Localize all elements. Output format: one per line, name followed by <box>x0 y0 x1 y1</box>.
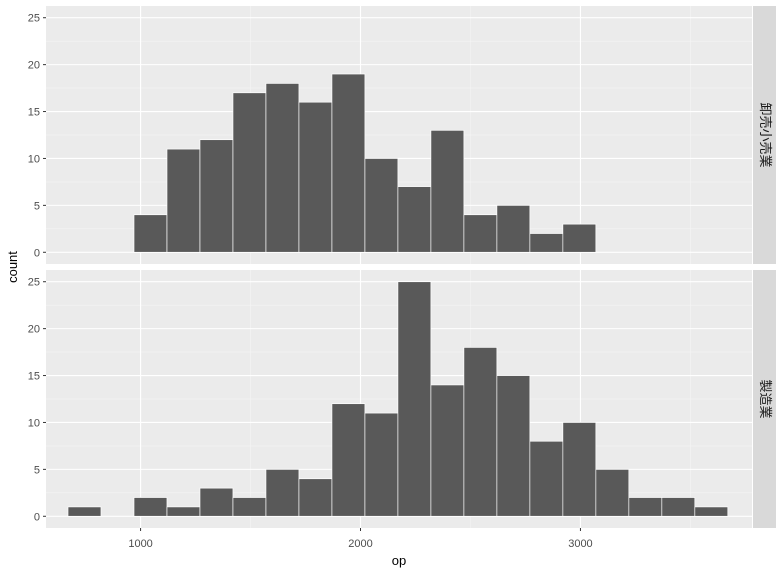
histogram-bar <box>562 422 597 517</box>
histogram-bar <box>364 158 399 253</box>
histogram-bar <box>628 497 663 517</box>
y-tick-label: 0 <box>34 511 40 523</box>
histogram-bar <box>529 233 564 253</box>
histogram-bar <box>364 412 399 517</box>
histogram-bar <box>463 347 498 517</box>
histogram-bar <box>496 375 531 517</box>
histogram-bar <box>331 73 366 253</box>
histogram-bar <box>463 214 498 253</box>
y-tick-label: 10 <box>28 417 40 429</box>
y-tick-label: 25 <box>28 277 40 289</box>
facet-strip <box>753 6 776 264</box>
y-tick-label: 5 <box>34 464 40 476</box>
histogram-bar <box>133 214 168 253</box>
histogram-bar <box>67 506 102 517</box>
x-tick-label: 3000 <box>568 538 592 550</box>
histogram-bar <box>331 403 366 517</box>
histogram-bar <box>496 205 531 253</box>
histogram-bar <box>430 129 465 253</box>
histogram-bar <box>562 223 597 253</box>
y-tick-label: 5 <box>34 200 40 212</box>
facet-strip-label: 製造業 <box>757 379 773 418</box>
y-tick-label: 10 <box>28 153 40 165</box>
histogram-bar <box>397 281 432 517</box>
histogram-bar <box>166 148 201 253</box>
histogram-bar <box>397 186 432 253</box>
histogram-bar <box>298 478 333 517</box>
y-tick-label: 20 <box>28 324 40 336</box>
histogram-bar <box>265 83 300 253</box>
x-tick-label: 1000 <box>128 538 152 550</box>
histogram-bar <box>298 101 333 253</box>
histogram-bar <box>661 497 696 517</box>
y-tick-label: 20 <box>28 60 40 72</box>
histogram-bar <box>595 469 630 517</box>
y-tick-label: 15 <box>28 107 40 119</box>
facet-strip-label: 卸売小売業 <box>757 102 773 167</box>
histogram-bar <box>430 384 465 517</box>
histogram-bar <box>265 469 300 517</box>
x-tick-label: 2000 <box>348 538 372 550</box>
histogram-bar <box>166 506 201 517</box>
histogram-bar <box>529 440 564 517</box>
histogram-bar <box>199 139 234 253</box>
x-axis-title: op <box>392 553 406 568</box>
histogram-bar <box>199 487 234 517</box>
histogram-bar <box>232 92 267 253</box>
y-axis-title: count <box>5 251 20 283</box>
y-tick-label: 0 <box>34 247 40 259</box>
histogram-bar <box>133 497 168 517</box>
facet-strip <box>753 270 776 528</box>
y-tick-label: 25 <box>28 13 40 25</box>
histogram-bar <box>694 506 729 517</box>
histogram-bar <box>232 497 267 517</box>
y-tick-label: 15 <box>28 371 40 383</box>
